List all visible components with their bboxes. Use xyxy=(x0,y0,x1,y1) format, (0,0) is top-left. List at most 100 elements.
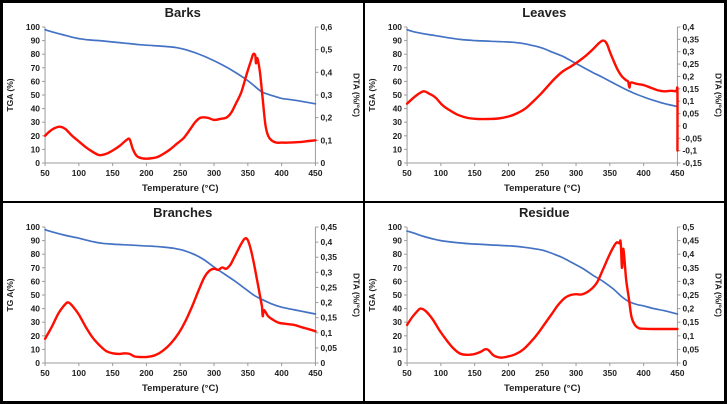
y-left-tick-label: 90 xyxy=(31,236,41,246)
y-right-axis-title: DTA (%/°C) xyxy=(713,73,723,117)
x-tick-label: 350 xyxy=(241,168,255,178)
y-right-tick-label: 0,5 xyxy=(320,45,332,55)
y-right-tick-label: 0,05 xyxy=(320,343,337,353)
x-tick-label: 50 xyxy=(40,368,50,378)
x-tick-label: 350 xyxy=(602,168,616,178)
y-right-tick-label: 0,35 xyxy=(682,34,699,44)
y-right-tick-label: 0,4 xyxy=(682,249,694,259)
x-tick-label: 200 xyxy=(139,168,153,178)
x-tick-label: 150 xyxy=(106,168,120,178)
y-right-tick-label: 0,15 xyxy=(320,313,337,323)
y-right-tick-label: 0,1 xyxy=(682,96,694,106)
y-left-axis-title: TG A(%) xyxy=(5,278,15,311)
y-right-tick-label: -0,05 xyxy=(682,133,702,143)
y-left-tick-label: 100 xyxy=(26,222,40,232)
y-right-axis-title: DTA (%/°C) xyxy=(351,273,361,317)
x-tick-label: 450 xyxy=(308,168,322,178)
chart-panel-leaves: Leaves 0 10 20 30 40 50 60 70 80 90 100 -0,15 -0,1 -0… xyxy=(364,3,724,201)
y-left-tick-label: 70 xyxy=(31,263,41,273)
x-axis-title: Temperature (°C) xyxy=(142,183,219,194)
series-line-tga xyxy=(405,230,678,315)
x-tick-label: 350 xyxy=(241,368,255,378)
y-right-tick-label: 0 xyxy=(682,358,687,368)
y-left-tick-label: 40 xyxy=(392,104,402,114)
y-right-tick-label: 0,2 xyxy=(320,298,332,308)
x-tick-label: 100 xyxy=(72,368,86,378)
x-tick-label: 200 xyxy=(501,168,515,178)
x-tick-label: 50 xyxy=(402,368,412,378)
y-left-tick-label: 10 xyxy=(392,344,402,354)
y-right-tick-label: 0,5 xyxy=(682,222,694,232)
x-tick-label: 400 xyxy=(636,168,650,178)
y-left-tick-label: 0 xyxy=(35,358,40,368)
y-left-tick-label: 80 xyxy=(31,249,41,259)
y-right-tick-label: 0,3 xyxy=(682,276,694,286)
y-left-tick-label: 60 xyxy=(392,276,402,286)
y-right-tick-label: 0,05 xyxy=(682,344,699,354)
y-right-tick-label: -0,1 xyxy=(682,146,697,156)
y-left-tick-label: 70 xyxy=(31,63,41,73)
x-axis-title: Temperature (°C) xyxy=(142,383,219,394)
x-tick-label: 50 xyxy=(402,168,412,178)
y-left-tick-label: 50 xyxy=(392,90,402,100)
y-left-tick-label: 50 xyxy=(392,290,402,300)
y-right-tick-label: 0,25 xyxy=(682,59,699,69)
x-tick-label: 100 xyxy=(72,168,86,178)
y-left-tick-label: 50 xyxy=(31,90,41,100)
y-right-tick-label: 0 xyxy=(320,358,325,368)
x-tick-label: 300 xyxy=(568,368,582,378)
y-right-tick-label: 0,2 xyxy=(320,113,332,123)
x-tick-label: 200 xyxy=(139,368,153,378)
y-left-tick-label: 100 xyxy=(26,22,40,32)
y-left-tick-label: 60 xyxy=(31,276,41,286)
series-line-dta xyxy=(405,239,679,359)
y-right-tick-label: 0,3 xyxy=(320,267,332,277)
y-right-axis-title: DTA (%/°C) xyxy=(713,273,723,317)
x-tick-label: 150 xyxy=(467,368,481,378)
chart-title-leaves: Leaves xyxy=(522,5,567,20)
y-right-tick-label: 0,2 xyxy=(682,304,694,314)
x-tick-label: 150 xyxy=(106,368,120,378)
y-left-tick-label: 80 xyxy=(31,49,41,59)
y-right-tick-label: 0,35 xyxy=(682,263,699,273)
x-tick-label: 150 xyxy=(467,168,481,178)
y-right-tick-label: 0,45 xyxy=(682,236,699,246)
y-left-tick-label: 20 xyxy=(392,331,402,341)
chart-title-branches: Branches xyxy=(153,205,213,220)
y-right-tick-label: 0,6 xyxy=(320,22,332,32)
y-left-tick-label: 30 xyxy=(392,117,402,127)
series-line-tga xyxy=(44,28,317,105)
y-right-tick-label: 0,1 xyxy=(320,328,332,338)
x-tick-label: 450 xyxy=(670,368,684,378)
y-left-tick-label: 30 xyxy=(31,117,41,127)
y-left-tick-label: 40 xyxy=(31,304,41,314)
y-left-tick-label: 60 xyxy=(31,76,41,86)
y-left-tick-label: 40 xyxy=(31,104,41,114)
y-right-tick-label: 0,15 xyxy=(682,317,699,327)
y-right-tick-label: 0,15 xyxy=(682,84,699,94)
y-right-tick-label: 0,3 xyxy=(320,90,332,100)
y-left-tick-label: 50 xyxy=(31,290,41,300)
y-left-tick-label: 0 xyxy=(397,158,402,168)
chart-panel-barks: Barks 0 10 20 30 40 50 60 70 80 90 100 0 0,1 0,2 0,3 0,… xyxy=(3,3,363,201)
x-tick-label: 400 xyxy=(275,168,289,178)
x-tick-label: 200 xyxy=(501,368,515,378)
y-right-tick-label: 0,35 xyxy=(320,252,337,262)
y-right-tick-label: 0,2 xyxy=(682,71,694,81)
y-left-tick-label: 60 xyxy=(392,76,402,86)
y-right-tick-label: 0,05 xyxy=(682,109,699,119)
chart-panel-residue: Residue 0 10 20 30 40 50 60 70 80 90 100 0 0,05 0,1 0,… xyxy=(364,203,724,401)
y-right-tick-label: 0,1 xyxy=(320,135,332,145)
x-tick-label: 50 xyxy=(40,168,50,178)
y-left-tick-label: 40 xyxy=(392,304,402,314)
y-right-tick-label: 0,4 xyxy=(320,67,332,77)
y-right-tick-label: 0,45 xyxy=(320,222,337,232)
x-tick-label: 250 xyxy=(535,168,549,178)
series-line-tga xyxy=(44,228,317,315)
x-tick-label: 400 xyxy=(275,368,289,378)
y-left-tick-label: 20 xyxy=(31,131,41,141)
x-tick-label: 350 xyxy=(602,368,616,378)
x-axis-title: Temperature (°C) xyxy=(503,383,580,394)
y-left-tick-label: 70 xyxy=(392,63,402,73)
y-left-tick-label: 0 xyxy=(397,358,402,368)
